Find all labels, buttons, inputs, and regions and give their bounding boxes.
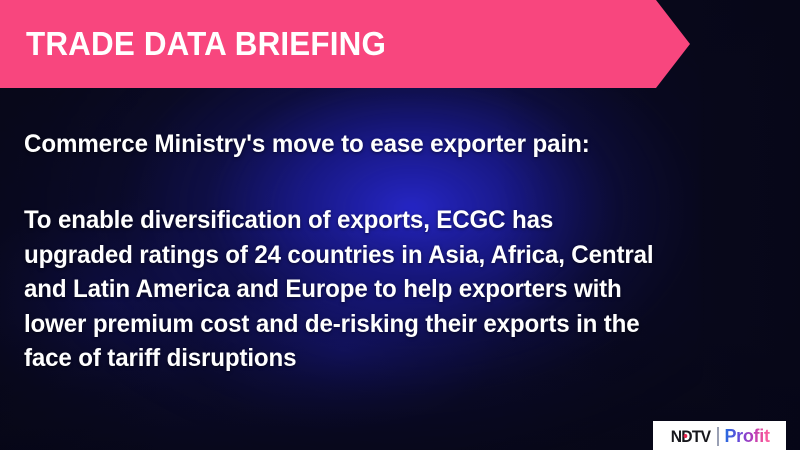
- detail-paragraph: To enable diversification of exports, EC…: [24, 203, 786, 376]
- body-copy: Commerce Ministry's move to ease exporte…: [24, 128, 786, 376]
- logo-divider: [717, 427, 720, 446]
- logo-inner: NDTV Profit: [669, 426, 770, 449]
- ndtv-profit-logo: NDTV Profit: [653, 421, 786, 450]
- detail-line: To enable diversification of exports, EC…: [24, 206, 554, 234]
- logo-ndtv-text: NDTV: [671, 426, 711, 446]
- detail-line: lower premium cost and de-risking their …: [24, 309, 640, 338]
- logo-ndtv-wordmark: NDTV: [671, 427, 711, 447]
- lede-text: Commerce Ministry's move to ease exporte…: [24, 130, 590, 158]
- detail-line: face of tariff disruptions: [24, 344, 297, 372]
- detail-line: upgraded ratings of 24 countries in Asia…: [24, 240, 654, 269]
- logo-red-dot-icon: [683, 433, 688, 438]
- header-banner: TRADE DATA BRIEFING: [0, 0, 690, 88]
- banner-title: TRADE DATA BRIEFING: [26, 25, 387, 62]
- detail-line: and Latin America and Europe to help exp…: [24, 275, 622, 303]
- logo-profit-text: Profit: [724, 426, 770, 446]
